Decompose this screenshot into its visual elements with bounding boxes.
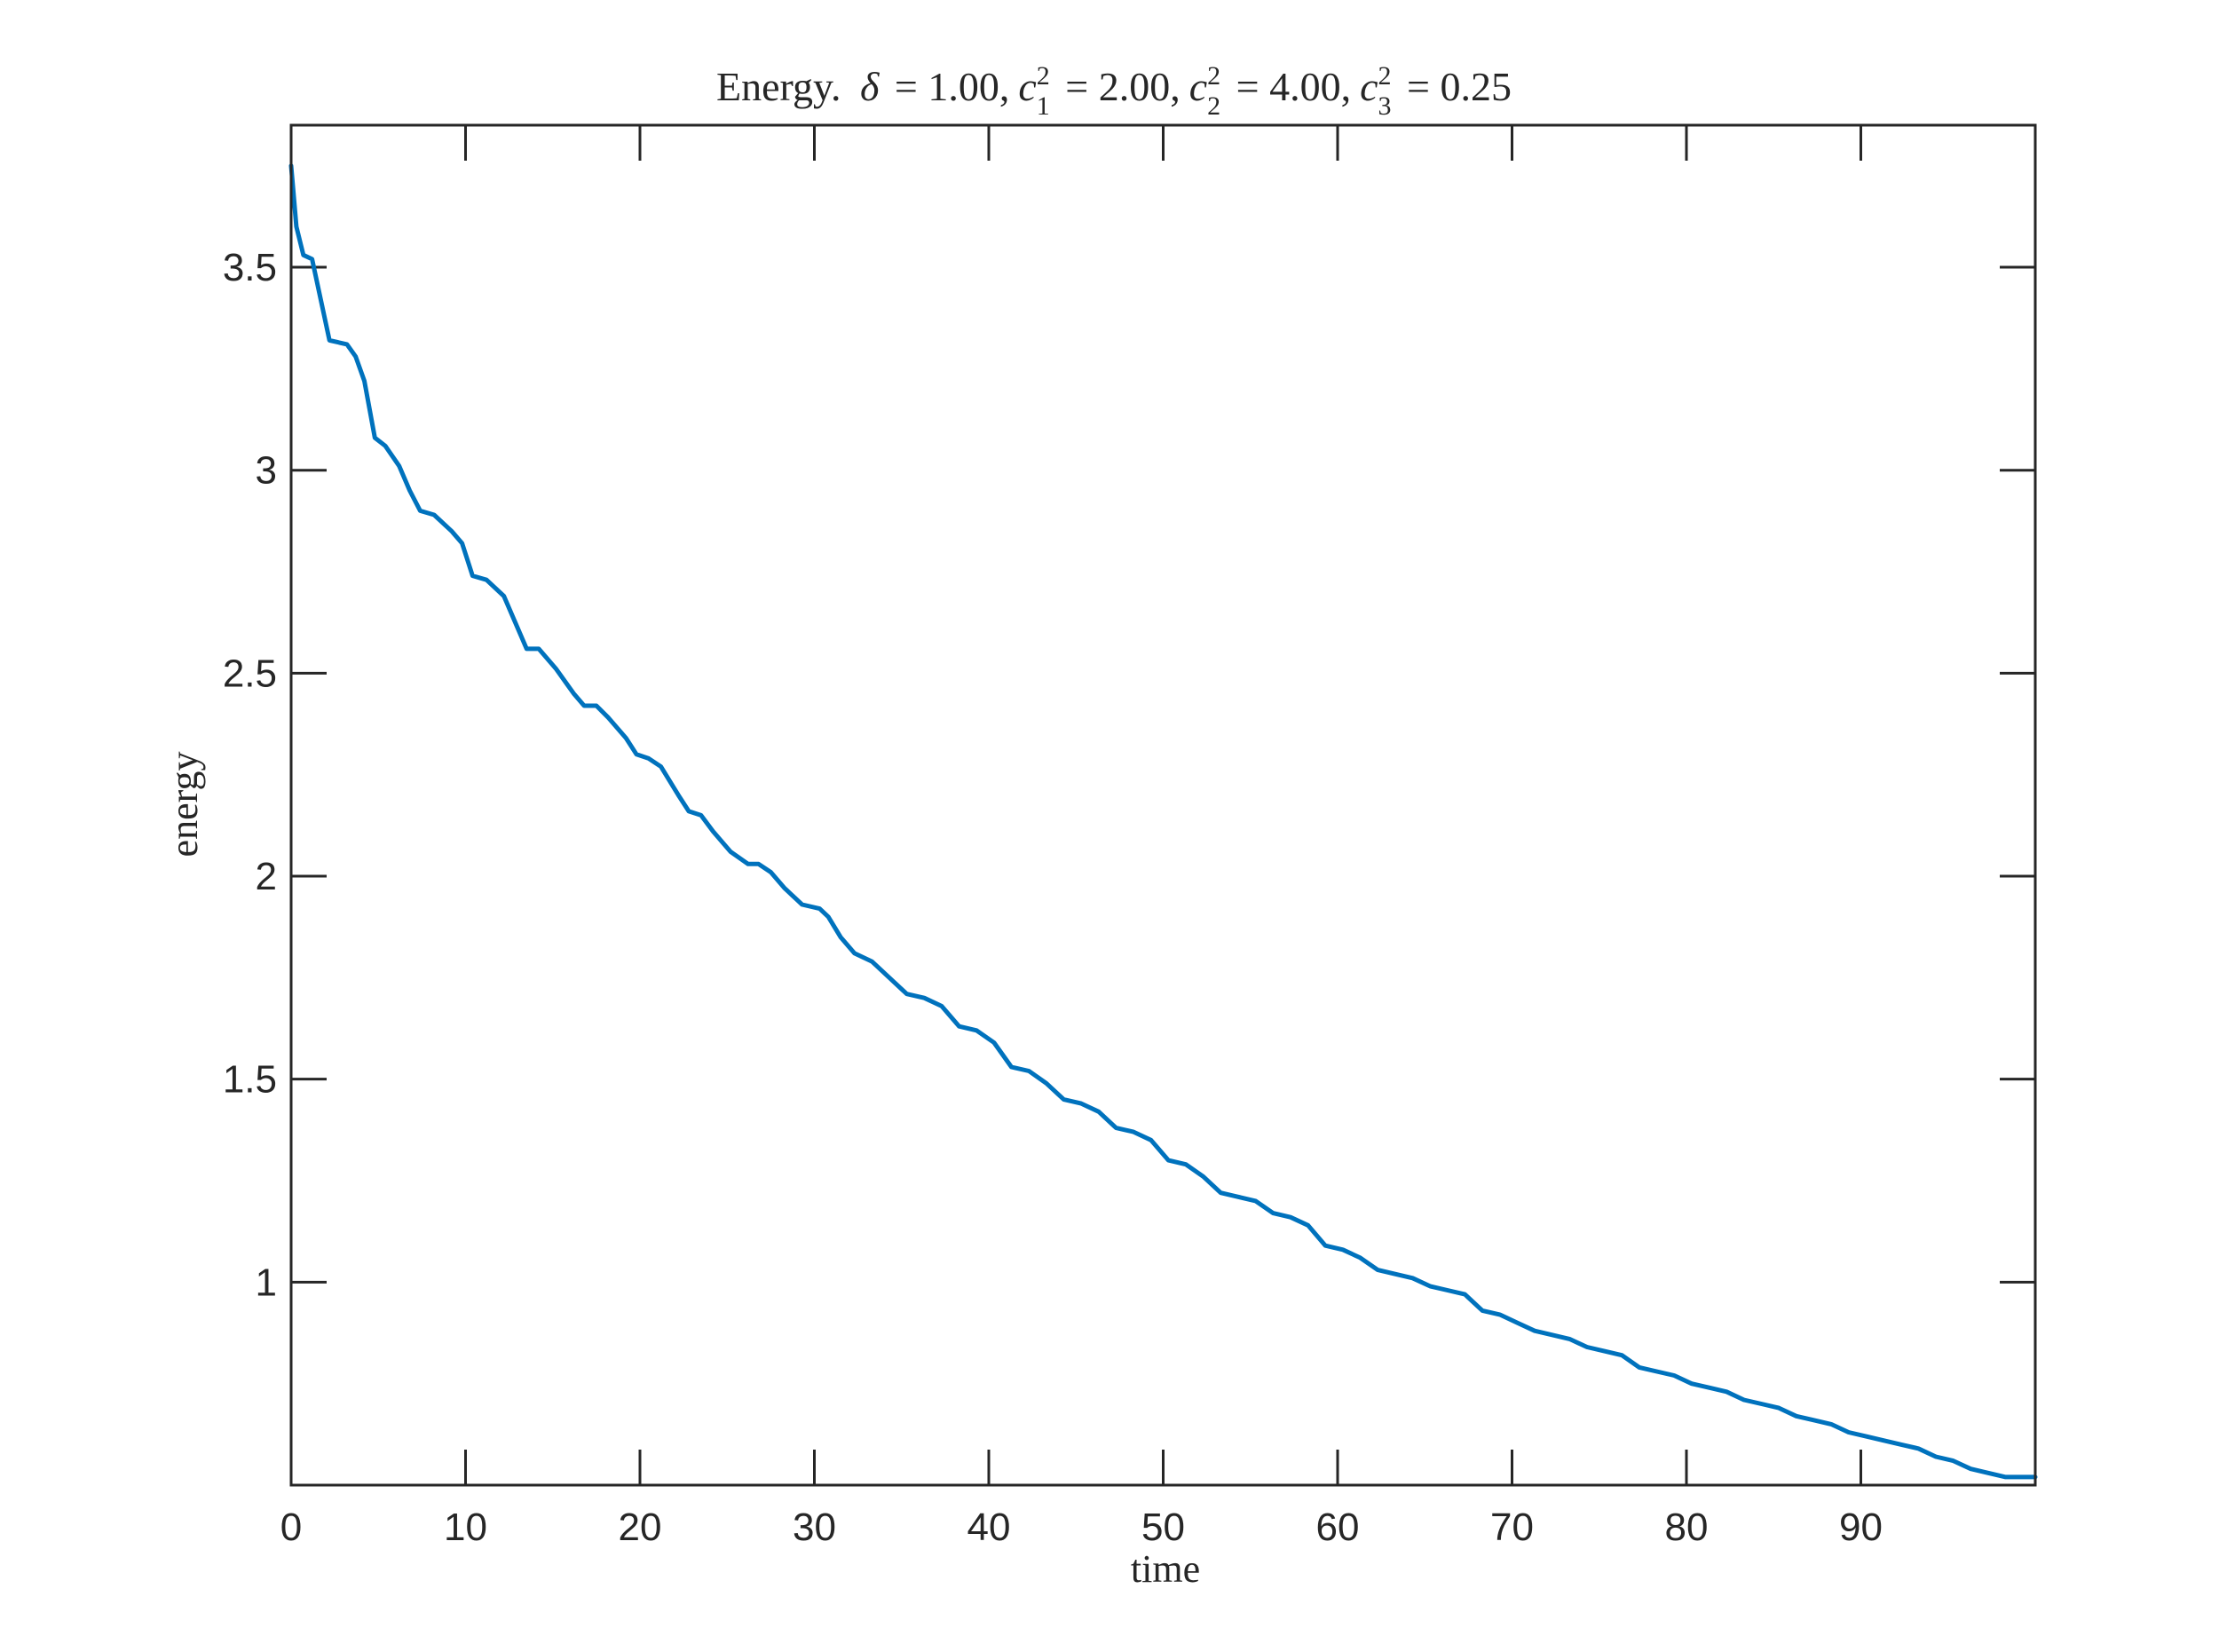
title-superscript: 2 — [1378, 61, 1392, 91]
y-tick-label: 2.5 — [223, 652, 277, 695]
x-axis-label: time — [1131, 1547, 1200, 1591]
title-symbol: c — [1189, 64, 1207, 109]
title-value: = 1.00, — [884, 64, 1009, 109]
title-value: = 2.00, — [1055, 64, 1181, 109]
title-subscript: 1 — [1037, 91, 1050, 121]
y-tick-label: 1.5 — [223, 1058, 277, 1102]
x-tick-label: 30 — [793, 1506, 836, 1549]
title-subscript: 3 — [1378, 91, 1392, 121]
x-tick-label: 60 — [1316, 1506, 1360, 1549]
title-symbol: c — [1018, 64, 1036, 109]
x-tick-label: 20 — [619, 1506, 662, 1549]
y-tick-label: 3.5 — [223, 246, 277, 289]
x-axis-ticks: 0 10 20 30 40 50 60 70 80 90 — [280, 125, 1883, 1549]
title-value: = 4.00, — [1226, 64, 1351, 109]
plot-area-frame — [289, 123, 2037, 1487]
title-value: = 0.25 — [1397, 64, 1512, 109]
chart-title: Energy. δ = 1.00, c2 1 = 2.00, c2 2 = 4.00, c… — [716, 61, 1512, 121]
x-tick-label: 70 — [1490, 1506, 1534, 1549]
title-lead: Energy. — [716, 64, 851, 109]
y-tick-label: 2 — [256, 855, 277, 898]
title-superscript: 2 — [1037, 61, 1050, 91]
y-axis-ticks: 1 1.5 2 2.5 3 3.5 — [223, 246, 2035, 1304]
title-superscript: 2 — [1207, 61, 1220, 91]
x-tick-label: 10 — [444, 1506, 487, 1549]
x-tick-label: 0 — [280, 1506, 302, 1549]
y-tick-label: 1 — [256, 1261, 277, 1304]
y-axis-label: energy — [162, 752, 206, 858]
y-tick-label: 3 — [256, 449, 277, 493]
energy-series-line — [288, 163, 2038, 1480]
title-symbol: δ — [860, 64, 880, 109]
title-symbol: c — [1360, 64, 1378, 109]
x-tick-label: 80 — [1665, 1506, 1709, 1549]
x-tick-label: 90 — [1839, 1506, 1883, 1549]
title-subscript: 2 — [1207, 91, 1220, 121]
x-tick-label: 40 — [967, 1506, 1011, 1549]
x-tick-label: 50 — [1141, 1506, 1185, 1549]
